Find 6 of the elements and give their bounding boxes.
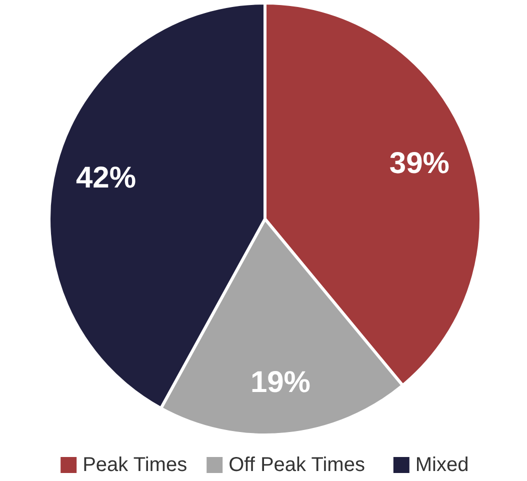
data-label: 42%	[76, 162, 136, 195]
data-label: 19%	[250, 366, 310, 399]
legend-label: Mixed	[415, 454, 469, 476]
legend-label: Off Peak Times	[228, 454, 365, 476]
legend-label: Peak Times	[82, 454, 188, 476]
data-label: 39%	[389, 146, 450, 180]
